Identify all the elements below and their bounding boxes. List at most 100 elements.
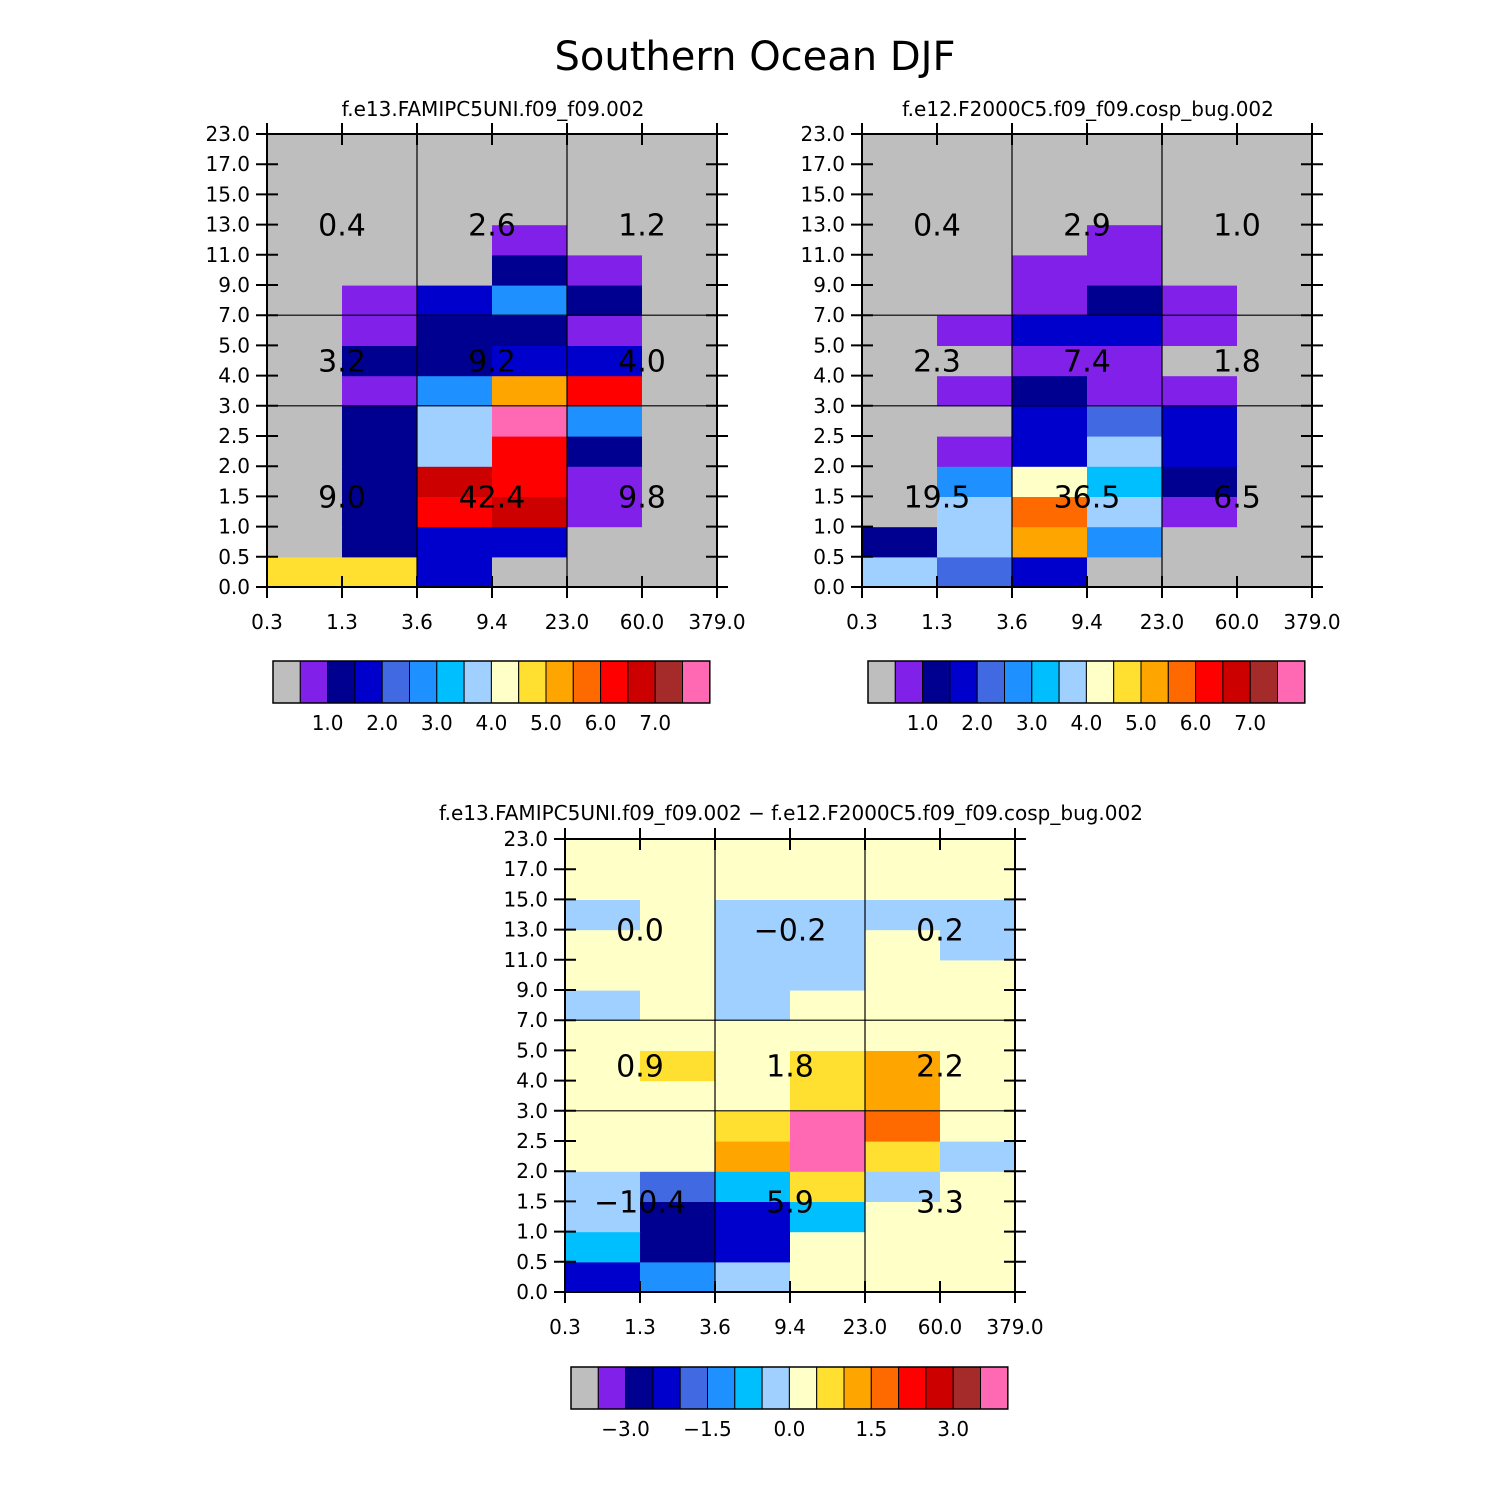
heatmap-cell (715, 1231, 791, 1263)
heatmap-cell (417, 134, 493, 165)
y-tick-label: 5.0 (218, 333, 250, 357)
heatmap-cell (567, 164, 643, 195)
heatmap-cell (640, 959, 716, 991)
heatmap-cell (640, 929, 716, 961)
heatmap-cell (567, 526, 643, 558)
heatmap-cell (940, 899, 1016, 931)
y-tick-label: 13.0 (503, 918, 548, 942)
heatmap-cell (640, 1231, 716, 1263)
heatmap-cell (267, 345, 343, 377)
y-tick-label: 1.0 (813, 515, 845, 539)
colorbar-swatch (1031, 660, 1060, 704)
heatmap-cell (790, 1171, 866, 1202)
heatmap-cell (1012, 556, 1088, 588)
heatmap-cell (565, 929, 641, 961)
heatmap-cells (565, 839, 1016, 1293)
heatmap-cell (567, 405, 643, 437)
heatmap-cells (267, 134, 718, 588)
y-tick-label: 23.0 (205, 122, 250, 146)
colorbar-swatch (600, 660, 629, 704)
x-tick-label: 379.0 (688, 610, 745, 634)
heatmap-cell (940, 1080, 1016, 1112)
heatmap-cell (715, 869, 791, 900)
heatmap-cell (1237, 315, 1313, 346)
heatmap-cell (492, 556, 568, 588)
heatmap-cell (267, 164, 343, 195)
heatmap-cell (715, 990, 791, 1021)
y-tick-label: 1.5 (516, 1189, 548, 1213)
heatmap-cell (1087, 254, 1163, 286)
y-tick-label: 2.0 (516, 1159, 548, 1183)
heatmap-cell (865, 1110, 941, 1142)
heatmap-cell (862, 345, 938, 377)
colorbar-label: 4.0 (1070, 711, 1102, 735)
heatmap-cell (342, 254, 418, 286)
heatmap-cell (342, 194, 418, 226)
heatmap-cell (865, 1050, 941, 1082)
heatmap-cell (642, 436, 718, 467)
colorbar-swatch (922, 660, 951, 704)
heatmap-cell (417, 496, 493, 528)
colorbar-swatch (1195, 660, 1224, 704)
region-gridlines (565, 839, 1015, 1292)
region-total-label: 6.5 (1213, 480, 1261, 515)
heatmap-cells (862, 134, 1313, 588)
colorbar-swatch (980, 1366, 1009, 1410)
y-tick-label: 0.0 (218, 575, 250, 599)
heatmap-cell (1012, 254, 1088, 286)
heatmap-cell (940, 1201, 1016, 1233)
colorbar-swatch (572, 660, 602, 704)
heatmap-cell (940, 990, 1016, 1021)
colorbar-swatch (816, 1366, 845, 1410)
colorbar-swatch (949, 660, 978, 704)
y-tick-label: 23.0 (800, 122, 845, 146)
colorbar-swatch (597, 1366, 627, 1410)
heatmap-cell (567, 194, 643, 226)
heatmap-cell (937, 134, 1013, 165)
x-tick-label: 1.3 (921, 610, 953, 634)
heatmap-cell (715, 1050, 791, 1082)
heatmap-cell (937, 436, 1013, 467)
heatmap-cell (1237, 134, 1313, 165)
heatmap-cell (642, 526, 718, 558)
heatmap-cell (640, 839, 716, 870)
heatmap-cell (640, 899, 716, 931)
heatmap-cell (1012, 285, 1088, 316)
y-tick-label: 17.0 (205, 152, 250, 176)
heatmap-cell (640, 1141, 716, 1172)
heatmap-cell (1087, 436, 1163, 467)
heatmap-cell (640, 1201, 716, 1233)
heatmap-cell (1087, 194, 1163, 226)
heatmap-cell (1012, 466, 1088, 497)
y-tick-label: 15.0 (205, 182, 250, 206)
heatmap-cell (565, 1171, 641, 1202)
colorbar-swatch (490, 660, 520, 704)
heatmap-cell (492, 285, 568, 316)
colorbar-swatch (518, 660, 547, 704)
heatmap-cell (342, 375, 418, 407)
heatmap-cell (565, 869, 641, 900)
colorbar-label: −3.0 (601, 1417, 650, 1441)
heatmap-cell (940, 1050, 1016, 1082)
heatmap-cell (1012, 526, 1088, 558)
heatmap-cell (715, 929, 791, 961)
x-tick-label: 60.0 (620, 610, 665, 634)
heatmap-cell (417, 254, 493, 286)
heatmap-cell (567, 254, 643, 286)
heatmap-cell (1237, 436, 1313, 467)
heatmap-cell (790, 1080, 866, 1112)
heatmap-cell (342, 405, 418, 437)
heatmap-cell (640, 990, 716, 1021)
colorbar-swatch (734, 1366, 763, 1410)
axes: 0.0 0.5 1.0 1.5 2.0 2.5 3.0 4.0 5.0 7.0 9.0 11.0 13.… (503, 827, 1043, 1339)
heatmap-cell (862, 194, 938, 226)
heatmap-cell (417, 315, 493, 346)
colorbar-swatch (545, 660, 574, 704)
heatmap-cell (417, 345, 493, 377)
heatmap-cell (937, 556, 1013, 588)
heatmap-cell (642, 285, 718, 316)
y-tick-label: 15.0 (503, 887, 548, 911)
y-tick-label: 7.0 (516, 1008, 548, 1032)
heatmap-cell (342, 556, 418, 588)
